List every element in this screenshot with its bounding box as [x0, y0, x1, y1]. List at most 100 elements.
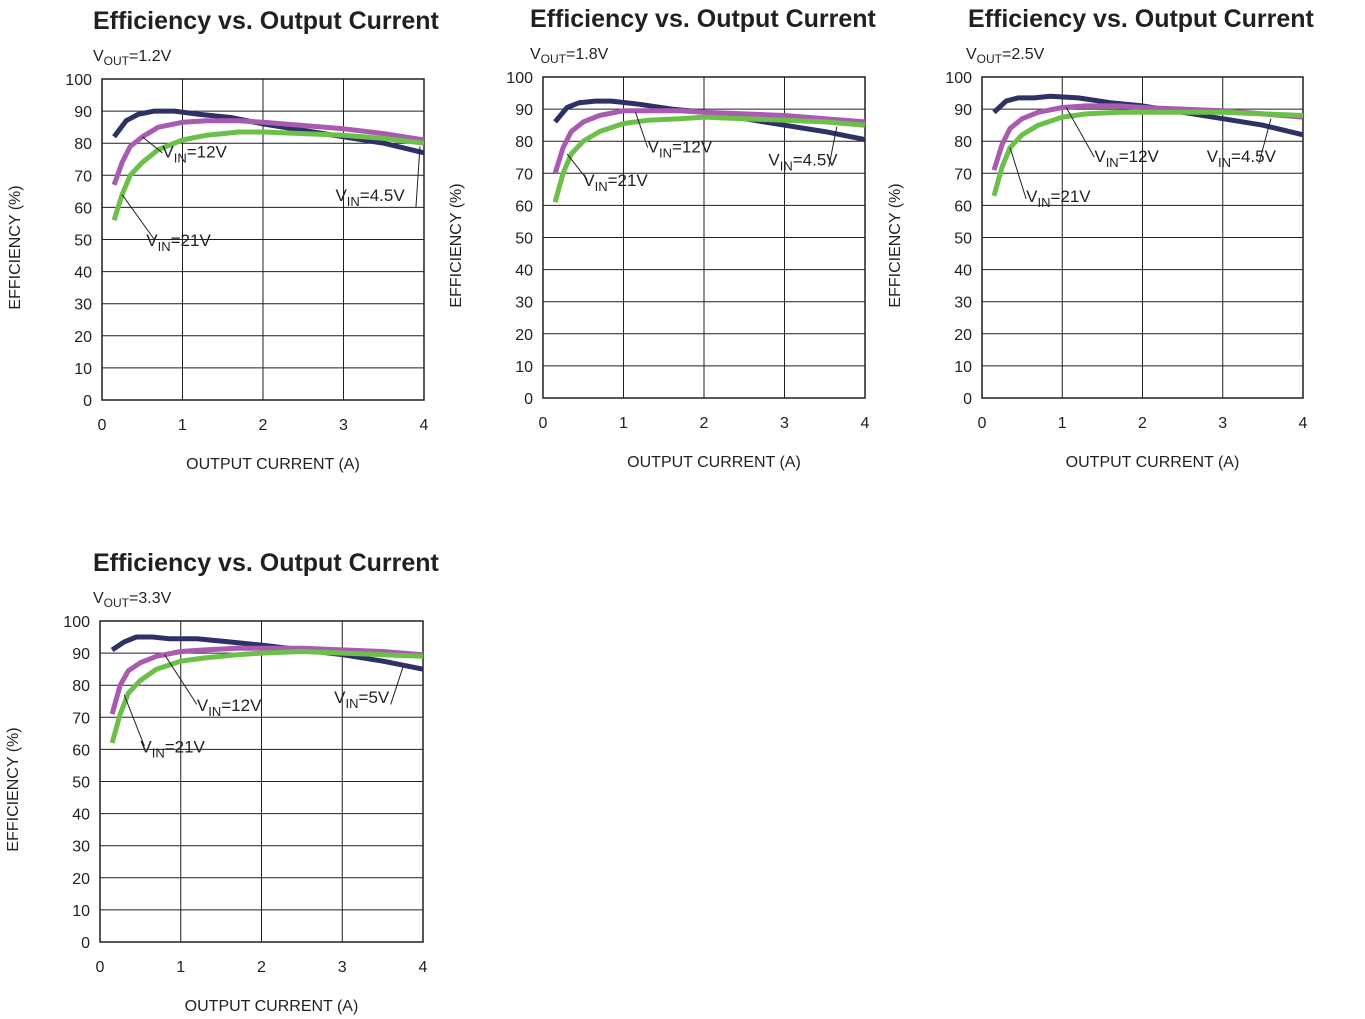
y-tick-label: 60 [74, 200, 92, 217]
x-axis-label: OUTPUT CURRENT (A) [185, 998, 359, 1015]
chart-title: Efficiency vs. Output Current [968, 5, 1315, 33]
x-tick-label: 2 [1138, 415, 1147, 432]
series-line-vin-21v [991, 109, 1304, 197]
y-tick-label: 90 [72, 646, 90, 663]
y-tick-label: 90 [74, 104, 92, 121]
callout-leader-line [141, 136, 163, 154]
vout-label: VOUT=3.3V [93, 590, 172, 610]
y-tick-label: 70 [72, 710, 90, 727]
y-tick-label: 60 [515, 198, 533, 215]
y-tick-label: 30 [954, 295, 972, 312]
x-tick-label: 3 [780, 415, 789, 432]
y-tick-label: 0 [524, 391, 533, 408]
y-tick-label: 40 [954, 263, 972, 280]
vin-callout-label: VIN=4.5V [1207, 147, 1277, 170]
x-tick-label: 2 [259, 417, 268, 434]
x-tick-label: 4 [861, 415, 870, 432]
y-tick-label: 30 [74, 297, 92, 314]
series-line-vin-4p5v [553, 98, 866, 143]
chart-title: Efficiency vs. Output Current [93, 7, 440, 35]
y-tick-label: 50 [954, 231, 972, 248]
vin-callout-label: VIN=12V [648, 137, 713, 160]
y-tick-label: 10 [954, 359, 972, 376]
series-line-vin-4p5v [992, 93, 1304, 138]
x-tick-label: 1 [178, 417, 187, 434]
y-tick-label: 60 [954, 198, 972, 215]
y-tick-label: 100 [63, 614, 90, 631]
y-tick-label: 90 [954, 102, 972, 119]
callout-leader-line [123, 694, 145, 747]
x-tick-label: 4 [419, 959, 428, 976]
x-tick-label: 2 [700, 415, 709, 432]
y-tick-label: 70 [515, 166, 533, 183]
x-tick-label: 0 [98, 417, 107, 434]
y-tick-label: 30 [515, 295, 533, 312]
chart-panel: Efficiency vs. Output Current VOUT=2.5V 0 1… [887, 5, 1315, 471]
callout-leader-line [566, 153, 588, 181]
callout-leader-line [1258, 118, 1272, 164]
chart-panel: Efficiency vs. Output Current VOUT=3.3V 0 1… [5, 549, 440, 1015]
series-line-vin-12v [109, 645, 424, 715]
vin-callout-label: VIN=12V [1094, 147, 1159, 170]
plot-frame [101, 78, 425, 401]
series-line-vin-12v [552, 108, 866, 175]
plot-frame [99, 620, 424, 943]
series-line-vin-12v [111, 118, 425, 186]
y-tick-label: 0 [81, 935, 90, 952]
y-tick-label: 10 [72, 903, 90, 920]
y-axis-label: EFFICIENCY (%) [887, 183, 904, 307]
y-tick-label: 0 [963, 391, 972, 408]
callout-leader-line [164, 654, 198, 705]
y-tick-label: 70 [74, 168, 92, 185]
chart-panel: Efficiency vs. Output Current VOUT=1.8V 0 1… [448, 5, 877, 471]
x-tick-label: 2 [257, 959, 266, 976]
chart-title: Efficiency vs. Output Current [93, 549, 440, 577]
x-tick-label: 0 [539, 415, 548, 432]
vin-callout-label: VIN=21V [583, 171, 648, 194]
vin-callout-label: VIN=12V [162, 143, 227, 166]
vin-callout-label: VIN=21V [140, 738, 205, 761]
x-tick-label: 1 [619, 415, 628, 432]
y-tick-label: 0 [83, 393, 92, 410]
callout-leader-line [828, 126, 838, 167]
y-tick-label: 40 [72, 807, 90, 824]
y-tick-label: 100 [506, 70, 533, 87]
y-tick-label: 100 [945, 70, 972, 87]
y-tick-label: 10 [515, 359, 533, 376]
x-tick-label: 1 [1058, 415, 1067, 432]
vin-callout-label: VIN=5V [334, 688, 390, 711]
y-tick-label: 90 [515, 102, 533, 119]
y-tick-label: 20 [954, 327, 972, 344]
x-axis-label: OUTPUT CURRENT (A) [186, 456, 360, 473]
y-tick-label: 10 [74, 361, 92, 378]
y-axis-label: EFFICIENCY (%) [7, 185, 24, 309]
plot-frame [981, 76, 1304, 399]
y-tick-label: 30 [72, 839, 90, 856]
y-axis-label: EFFICIENCY (%) [448, 183, 465, 307]
y-tick-label: 20 [72, 871, 90, 888]
callout-leader-line [390, 667, 404, 705]
x-axis-label: OUTPUT CURRENT (A) [627, 454, 801, 471]
vin-callout-label: VIN=21V [1026, 187, 1091, 210]
plot-frame [542, 76, 866, 399]
series-line-vin-21v [111, 129, 425, 221]
vin-callout-label: VIN=4.5V [335, 186, 405, 209]
x-tick-label: 3 [338, 959, 347, 976]
callout-leader-line [635, 112, 649, 148]
y-tick-label: 50 [74, 233, 92, 250]
x-tick-label: 4 [420, 417, 429, 434]
y-tick-label: 20 [515, 327, 533, 344]
series-line-vin-21v [552, 114, 866, 203]
y-tick-label: 50 [72, 775, 90, 792]
chart-title: Efficiency vs. Output Current [530, 5, 877, 33]
y-tick-label: 70 [954, 166, 972, 183]
y-tick-label: 100 [65, 72, 92, 89]
vin-callout-label: VIN=21V [146, 231, 211, 254]
series-line-vin-21v [109, 649, 424, 744]
callout-leader-line [1009, 147, 1027, 200]
x-tick-label: 1 [176, 959, 185, 976]
callout-leader-line [415, 146, 421, 208]
x-tick-label: 3 [1218, 415, 1227, 432]
x-tick-label: 0 [96, 959, 105, 976]
